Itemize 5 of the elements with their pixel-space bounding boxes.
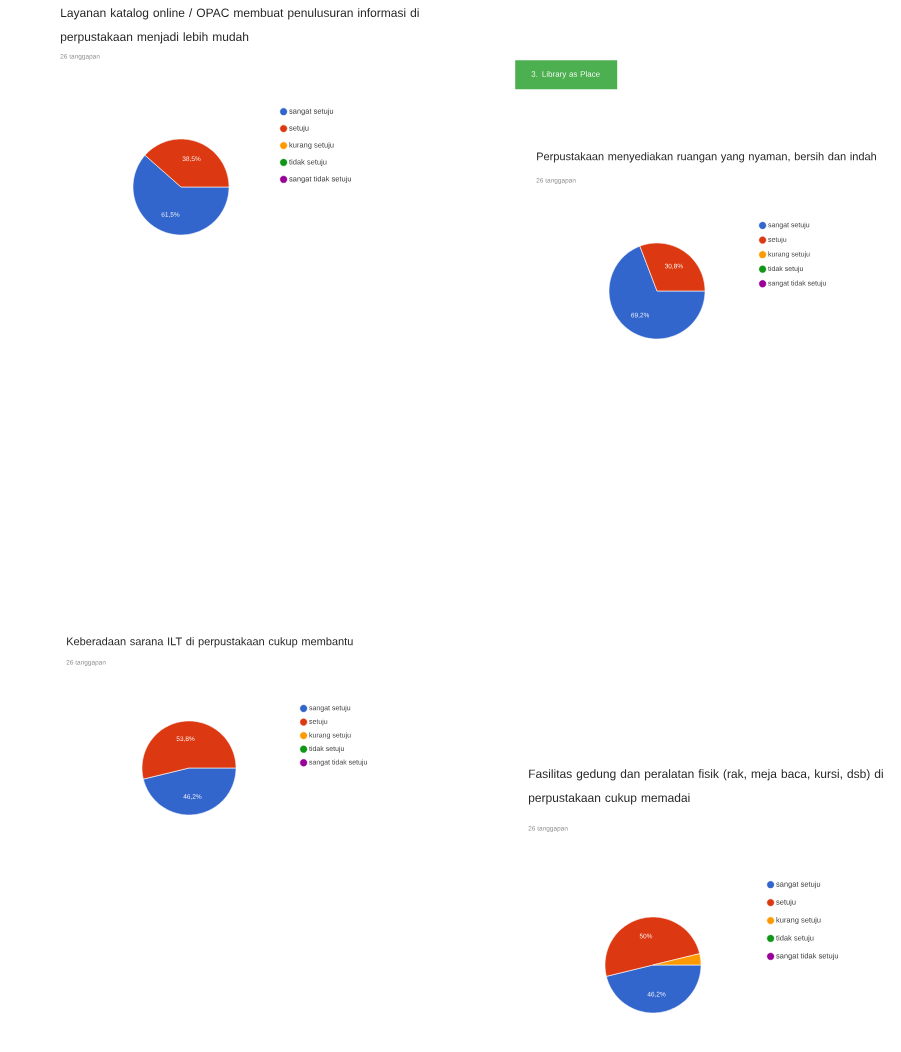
text: 3. Library as Place — [531, 70, 600, 79]
chart-title: Layanan katalog online / OPAC membuat penulusuran informasi di perpustakaan menjadi lebih mudah — [60, 8, 419, 44]
chart-title: Keberadaan sarana ILT di perpustakaan cukup membantu — [67, 637, 353, 648]
chart-title: Perpustakaan menyediakan ruangan yang nyaman, bersih dan indah — [537, 152, 877, 163]
chart-title: Fasilitas gedung dan peralatan fisik (rak, meja baca, kursi, dsb) di perpustakaan cukup memadai — [528, 769, 883, 805]
